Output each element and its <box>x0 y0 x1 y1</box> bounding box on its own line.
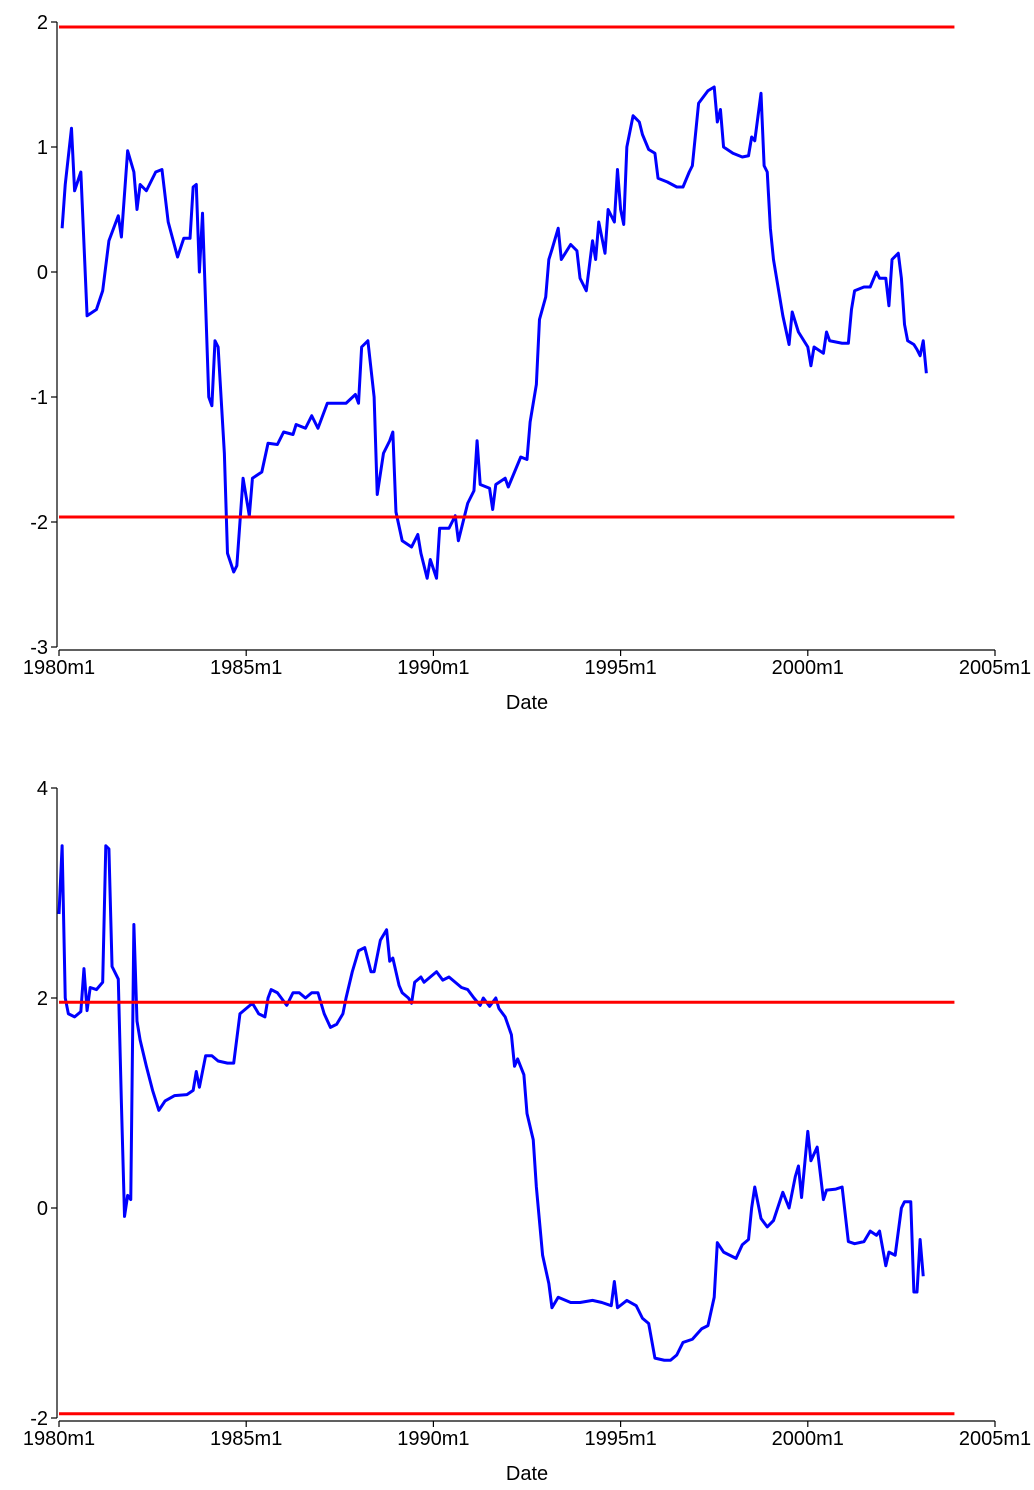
y-tick-label: 0 <box>37 1198 48 1220</box>
x-tick-label: 1985m1 <box>210 657 282 679</box>
x-tick-label: 1980m1 <box>23 1428 95 1450</box>
y-tick-label: -1 <box>30 387 48 409</box>
x-tick-label: 2005m1 <box>959 1428 1031 1450</box>
y-tick-label: -2 <box>30 1408 48 1430</box>
x-tick-label: 2005m1 <box>959 657 1031 679</box>
x-tick-label: 2000m1 <box>772 1428 844 1450</box>
y-tick-label: -2 <box>30 512 48 534</box>
y-tick-label: -3 <box>30 637 48 659</box>
y-tick-label: 2 <box>37 12 48 34</box>
y-tick-label: 2 <box>37 988 48 1010</box>
x-axis-label: Date <box>506 692 548 714</box>
x-tick-label: 1995m1 <box>584 657 656 679</box>
y-tick-label: 0 <box>37 262 48 284</box>
x-tick-label: 1995m1 <box>584 1428 656 1450</box>
x-tick-label: 1985m1 <box>210 1428 282 1450</box>
x-tick-label: 1980m1 <box>23 657 95 679</box>
x-tick-label: 1990m1 <box>397 657 469 679</box>
y-tick-label: 1 <box>37 137 48 159</box>
x-tick-label: 2000m1 <box>772 657 844 679</box>
series-line <box>60 85 928 580</box>
x-tick-label: 1990m1 <box>397 1428 469 1450</box>
x-axis-label: Date <box>506 1463 548 1485</box>
series-line <box>57 844 925 1362</box>
y-tick-label: 4 <box>37 778 48 800</box>
